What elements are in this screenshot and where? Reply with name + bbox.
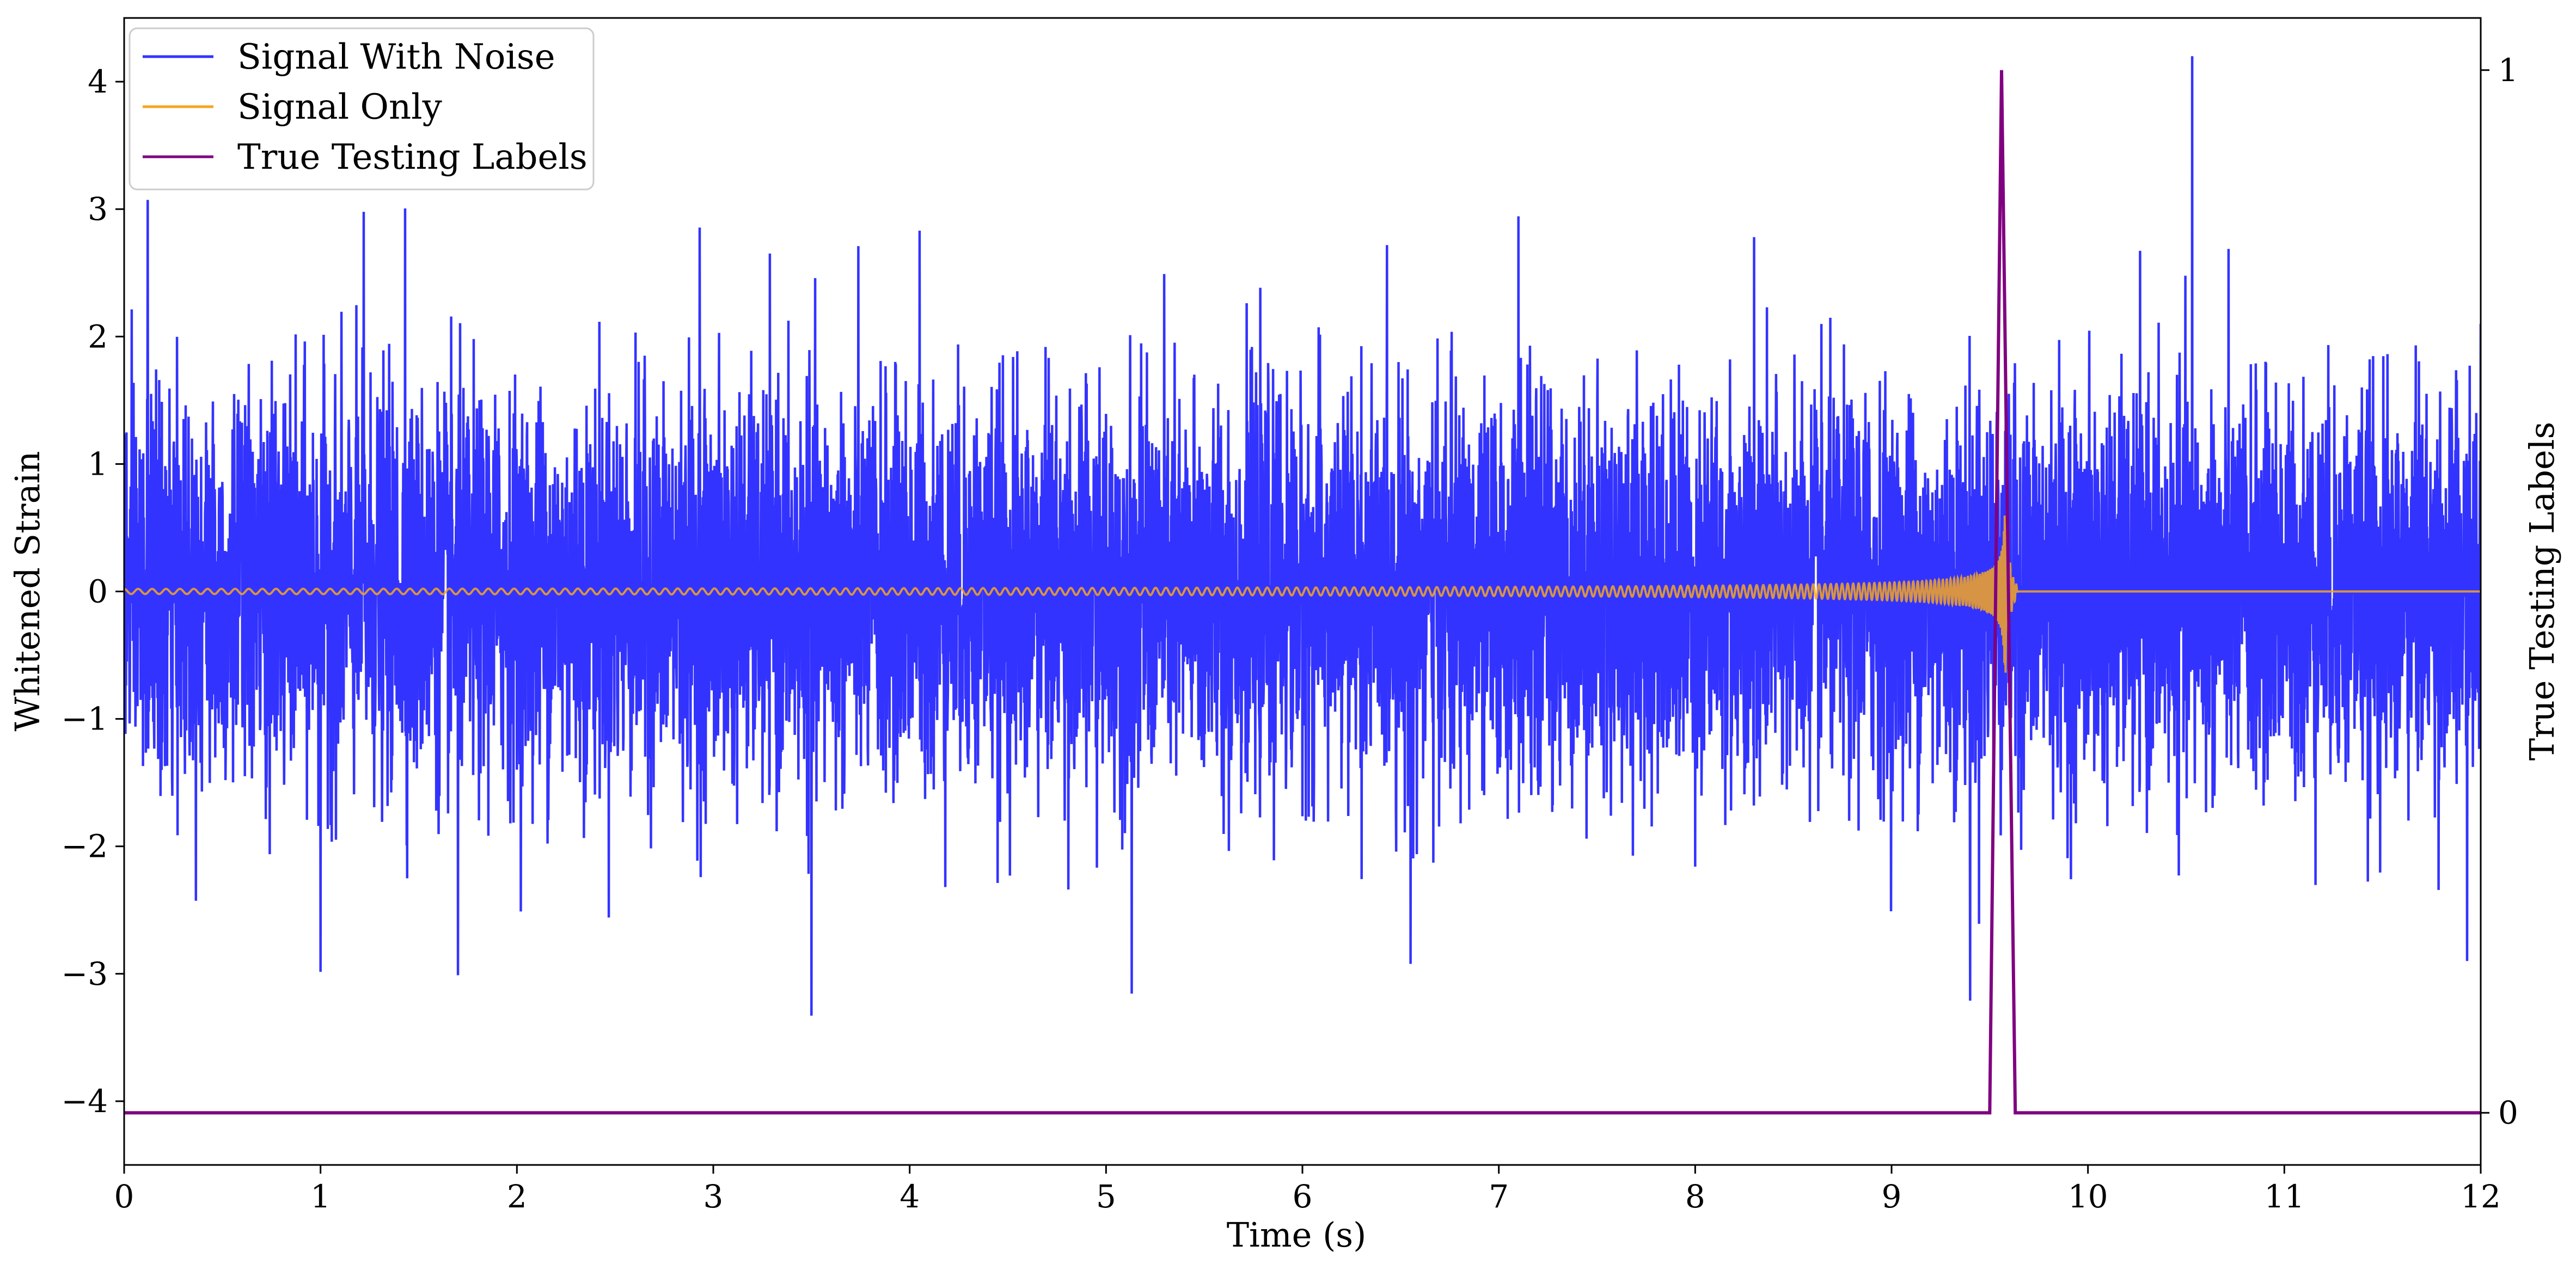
x-tick-label: 7 [1489, 1178, 1509, 1215]
y-axis-label: Whitened Strain [8, 451, 47, 732]
series-signal-only [124, 516, 2481, 673]
y-tick-label: 2 [88, 318, 108, 355]
x-tick-label: 0 [114, 1178, 134, 1215]
y-axis-left: 4 3 2 1 0 −1 −2 −3 −4 [62, 63, 124, 1120]
x-tick-label: 5 [1096, 1178, 1116, 1215]
x-axis: 0 1 2 3 4 5 6 7 8 9 10 11 12 [114, 1165, 2501, 1215]
y-tick-label: −1 [62, 701, 108, 738]
y2-tick-label: 1 [2498, 52, 2518, 89]
x-tick-label: 8 [1685, 1178, 1705, 1215]
x-tick-label: 9 [1882, 1178, 1902, 1215]
y2-axis-label: True Testing Labels [2522, 422, 2562, 761]
x-axis-label: Time (s) [1227, 1215, 1367, 1255]
y-tick-label: 3 [88, 191, 108, 228]
legend-label-true-testing-labels: True Testing Labels [237, 137, 588, 177]
y2-tick-label: 0 [2498, 1094, 2518, 1131]
x-tick-label: 6 [1293, 1178, 1313, 1215]
x-tick-label: 4 [900, 1178, 920, 1215]
y-tick-label: 4 [88, 63, 108, 100]
x-tick-label: 11 [2264, 1178, 2304, 1215]
y-axis-right: 10 [2481, 52, 2518, 1131]
x-tick-label: 1 [310, 1178, 331, 1215]
legend-label-signal-with-noise: Signal With Noise [237, 37, 555, 77]
y-tick-label: −4 [62, 1083, 108, 1120]
x-tick-label: 12 [2461, 1178, 2501, 1215]
legend-label-signal-only: Signal Only [237, 87, 442, 127]
y-tick-label: 0 [88, 573, 108, 610]
x-tick-label: 3 [703, 1178, 724, 1215]
x-tick-label: 2 [507, 1178, 527, 1215]
series-signal-with-noise [124, 56, 2481, 1016]
series-true-testing-labels [124, 70, 2481, 1115]
y-tick-label: −2 [62, 828, 108, 865]
plot-area [124, 56, 2481, 1115]
y-tick-label: −3 [62, 955, 108, 992]
legend-box [129, 27, 595, 191]
y-tick-label: 1 [88, 445, 108, 482]
x-tick-label: 10 [2068, 1178, 2108, 1215]
legend: Signal With Noise Signal Only True Testi… [129, 27, 595, 191]
